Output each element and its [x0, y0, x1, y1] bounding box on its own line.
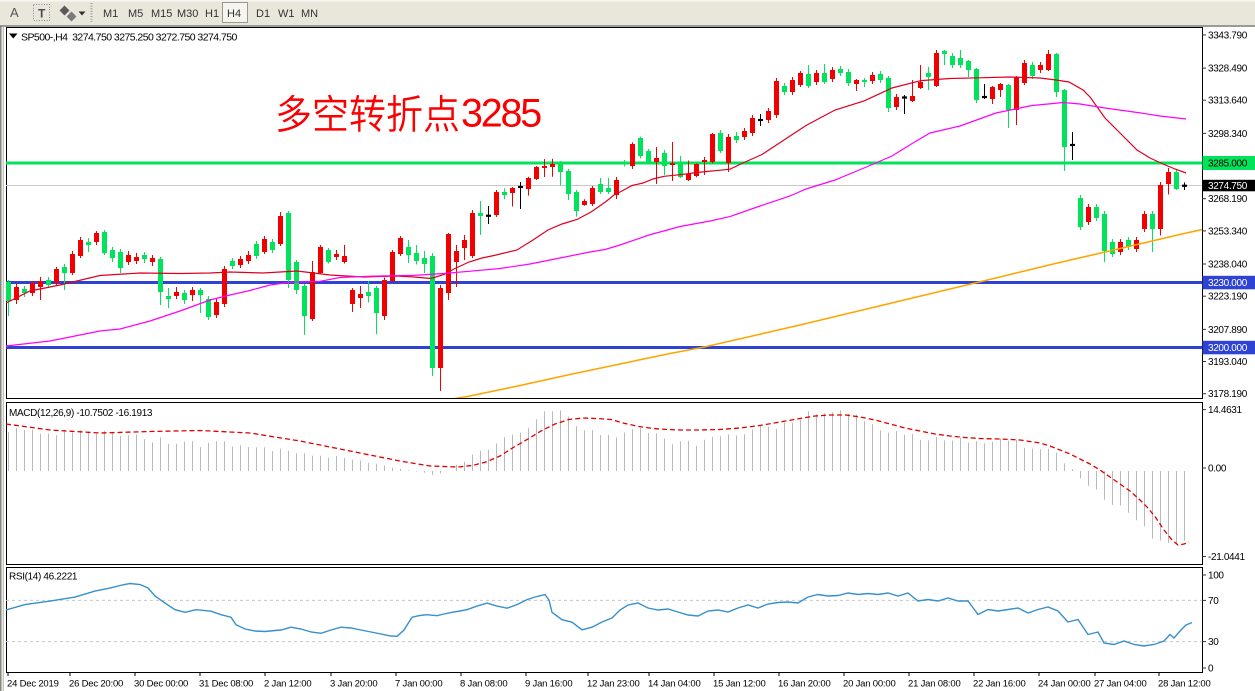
- svg-text:30: 30: [1208, 637, 1219, 648]
- svg-text:14.4631: 14.4631: [1208, 405, 1242, 416]
- svg-text:30 Dec 00:00: 30 Dec 00:00: [134, 679, 188, 690]
- svg-text:W1: W1: [278, 8, 295, 20]
- svg-text:3285.000: 3285.000: [1208, 159, 1248, 170]
- svg-text:100: 100: [1208, 571, 1224, 582]
- svg-text:3230.000: 3230.000: [1208, 278, 1248, 289]
- svg-text:24 Jan 00:00: 24 Jan 00:00: [1038, 679, 1091, 690]
- svg-text:3253.340: 3253.340: [1208, 226, 1248, 237]
- svg-text:70: 70: [1208, 596, 1219, 607]
- svg-text:14 Jan 04:00: 14 Jan 04:00: [648, 679, 701, 690]
- svg-text:RSI(14) 46.2221: RSI(14) 46.2221: [9, 572, 78, 583]
- svg-text:3268.190: 3268.190: [1208, 194, 1248, 205]
- svg-text:D1: D1: [256, 8, 270, 20]
- svg-text:3178.190: 3178.190: [1208, 389, 1248, 400]
- svg-text:22 Jan 16:00: 22 Jan 16:00: [973, 679, 1026, 690]
- svg-text:3285: 3285: [461, 91, 541, 135]
- svg-text:15 Jan 12:00: 15 Jan 12:00: [713, 679, 766, 690]
- svg-text:3238.040: 3238.040: [1208, 260, 1248, 271]
- svg-text:3 Jan 20:00: 3 Jan 20:00: [330, 679, 377, 690]
- svg-text:MACD(12,26,9) -10.7502 -16.191: MACD(12,26,9) -10.7502 -16.1913: [9, 408, 153, 419]
- svg-text:M1: M1: [103, 8, 118, 20]
- svg-text:20 Jan 00:00: 20 Jan 00:00: [843, 679, 896, 690]
- svg-text:26 Dec 20:00: 26 Dec 20:00: [69, 679, 123, 690]
- svg-text:A: A: [10, 5, 19, 20]
- svg-text:16 Jan 20:00: 16 Jan 20:00: [778, 679, 831, 690]
- svg-text:3207.890: 3207.890: [1208, 325, 1248, 336]
- svg-text:M30: M30: [177, 8, 198, 20]
- svg-text:-21.0441: -21.0441: [1208, 552, 1245, 563]
- svg-text:H1: H1: [205, 8, 219, 20]
- svg-text:T: T: [38, 7, 46, 21]
- svg-text:3223.190: 3223.190: [1208, 292, 1248, 303]
- svg-text:3298.340: 3298.340: [1208, 129, 1248, 140]
- svg-text:7 Jan 00:00: 7 Jan 00:00: [395, 679, 442, 690]
- svg-text:31 Dec 08:00: 31 Dec 08:00: [199, 679, 253, 690]
- svg-text:3328.490: 3328.490: [1208, 64, 1248, 75]
- svg-text:8 Jan 08:00: 8 Jan 08:00: [460, 679, 507, 690]
- svg-text:M15: M15: [151, 8, 172, 20]
- svg-text:3274.750: 3274.750: [1208, 181, 1248, 192]
- svg-text:SP500-,H4 3274.750 3275.250 3: SP500-,H4 3274.750 3275.250 3272.750 327…: [21, 32, 238, 44]
- svg-text:9 Jan 16:00: 9 Jan 16:00: [525, 679, 572, 690]
- svg-text:3200.000: 3200.000: [1208, 343, 1248, 354]
- svg-text:3193.040: 3193.040: [1208, 357, 1248, 368]
- svg-text:MN: MN: [301, 8, 318, 20]
- svg-text:3313.640: 3313.640: [1208, 96, 1248, 107]
- svg-text:12 Jan 23:00: 12 Jan 23:00: [587, 679, 640, 690]
- svg-text:27 Jan 04:00: 27 Jan 04:00: [1094, 679, 1147, 690]
- svg-text:M5: M5: [128, 8, 143, 20]
- svg-text:H4: H4: [227, 8, 241, 20]
- svg-text:3343.790: 3343.790: [1208, 30, 1248, 41]
- svg-text:0: 0: [1208, 664, 1214, 675]
- svg-text:0.00: 0.00: [1208, 464, 1227, 475]
- svg-text:21 Jan 08:00: 21 Jan 08:00: [908, 679, 961, 690]
- svg-text:24 Dec 2019: 24 Dec 2019: [7, 679, 59, 690]
- svg-text:2 Jan 12:00: 2 Jan 12:00: [264, 679, 311, 690]
- svg-text:28 Jan 12:00: 28 Jan 12:00: [1158, 679, 1211, 690]
